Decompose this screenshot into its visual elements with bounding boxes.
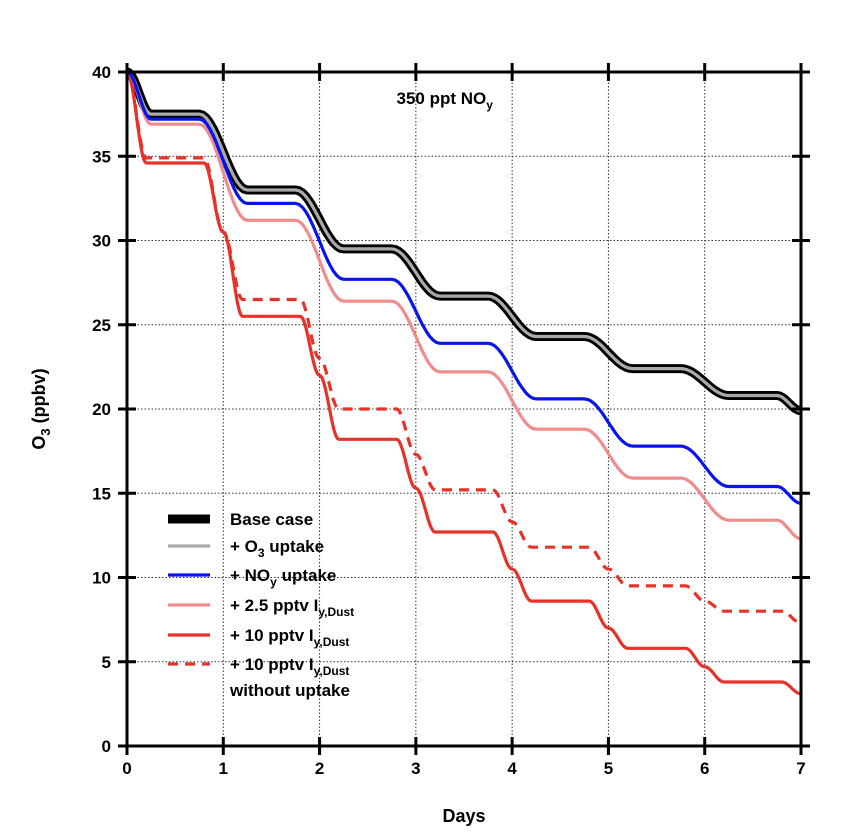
legend-item: Base case — [168, 510, 313, 529]
x-tick-label: 5 — [604, 759, 613, 778]
x-tick-label: 2 — [315, 759, 324, 778]
legend-label: + 10 pptv Iy,Dust — [230, 655, 349, 678]
legend-label-sub: y,Dust — [318, 605, 354, 619]
series-line-1 — [126, 70, 802, 413]
legend-label-sub: 3 — [258, 546, 265, 560]
legend-label-main: + 10 pptv I — [230, 655, 314, 674]
legend-label-main: Base case — [230, 510, 313, 529]
x-tick-label: 7 — [796, 759, 805, 778]
legend-label-line2: without uptake — [229, 681, 350, 700]
legend-label-rest: uptake — [265, 537, 325, 556]
legend-item: + O3 uptake — [168, 537, 324, 560]
y-axis-label-main: O — [29, 436, 49, 450]
y-tick-label: 40 — [92, 63, 111, 82]
y-tick-label: 25 — [92, 316, 111, 335]
series-line-3 — [126, 70, 802, 541]
legend-label-sub: y — [270, 575, 277, 589]
axis-ticks: 0 1 2 3 4 5 6 7 0 5 10 15 20 25 30 35 40 — [92, 63, 810, 778]
annotation-main: 350 ppt NO — [397, 89, 487, 108]
series-path — [126, 70, 802, 696]
series-lines — [124, 67, 804, 696]
legend-item: + NOy uptake — [168, 566, 336, 589]
series-path — [126, 70, 802, 413]
legend-label: + 10 pptv Iy,Dust — [230, 626, 349, 649]
x-tick-label: 1 — [219, 759, 228, 778]
legend-label-main: + 10 pptv I — [230, 626, 314, 645]
y-axis-label-sub: 3 — [38, 428, 53, 435]
y-tick-label: 20 — [92, 400, 111, 419]
y-axis-label-rest: (ppbv) — [29, 368, 49, 428]
annotation-sub: y — [486, 98, 493, 112]
legend: Base case+ O3 uptake+ NOy uptake+ 2.5 pp… — [168, 510, 354, 700]
y-tick-label: 10 — [92, 569, 111, 588]
chart-annotation: 350 ppt NOy — [397, 89, 494, 112]
legend-label-rest: uptake — [277, 566, 337, 585]
legend-item: + 2.5 pptv Iy,Dust — [168, 596, 354, 619]
x-tick-label: 0 — [122, 759, 131, 778]
legend-label-main: + 2.5 pptv I — [230, 596, 318, 615]
y-axis-label: O3 (ppbv) — [29, 368, 53, 449]
x-tick-label: 4 — [507, 759, 517, 778]
legend-label-main: + O — [230, 537, 258, 556]
x-tick-label: 6 — [700, 759, 709, 778]
legend-item: + 10 pptv Iy,Dust — [168, 626, 349, 649]
legend-item: + 10 pptv Iy,Dust without uptake — [168, 655, 350, 700]
legend-label-sub: y,Dust — [314, 664, 350, 678]
y-tick-label: 5 — [102, 653, 111, 672]
legend-label: + NOy uptake — [230, 566, 336, 589]
legend-label-sub: y,Dust — [314, 635, 350, 649]
x-tick-label: 3 — [411, 759, 420, 778]
legend-label: + O3 uptake — [230, 537, 324, 560]
legend-label-main: + NO — [230, 566, 270, 585]
legend-label: Base case — [230, 510, 313, 529]
grid-lines — [127, 72, 801, 746]
legend-label: + 2.5 pptv Iy,Dust — [230, 596, 354, 619]
y-tick-label: 30 — [92, 232, 111, 251]
x-axis-label: Days — [442, 806, 485, 826]
series-path — [126, 70, 802, 541]
series-path — [126, 70, 802, 505]
series-line-4 — [126, 70, 802, 696]
y-tick-label: 35 — [92, 147, 111, 166]
y-tick-label: 15 — [92, 484, 111, 503]
y-tick-label: 0 — [102, 737, 111, 756]
series-line-2 — [126, 70, 802, 505]
